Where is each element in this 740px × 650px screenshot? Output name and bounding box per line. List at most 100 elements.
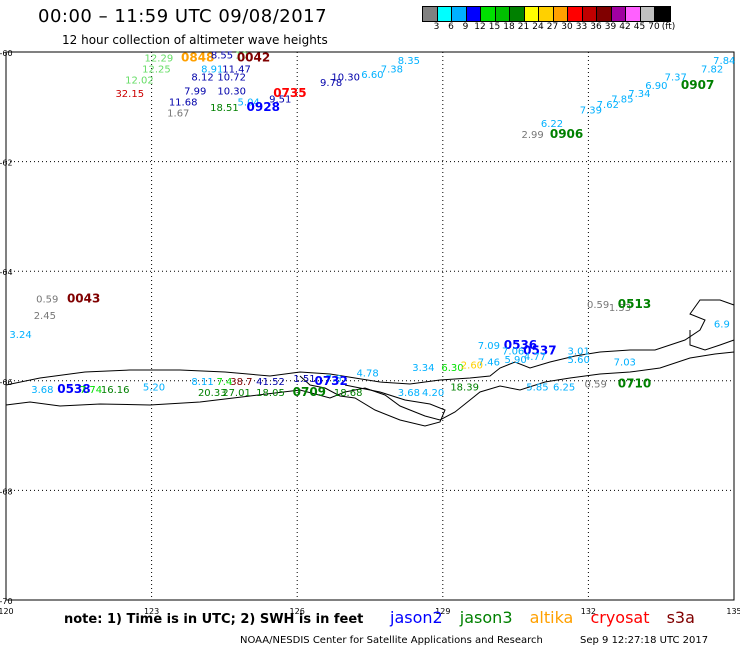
wave-height-value: 20.33 [198, 388, 227, 399]
pass-time-label: 0906 [550, 127, 583, 141]
wave-height-value: 7.03 [614, 358, 636, 369]
x-tick-label: 123 [144, 607, 159, 616]
wave-height-value: 38.7 [230, 377, 252, 388]
scale-swatch [524, 7, 539, 21]
scale-label: 70 [648, 22, 660, 32]
wave-height-value: 6.90 [645, 81, 667, 92]
wave-height-value: 41.52 [256, 377, 285, 388]
page-title: 00:00 – 11:59 UTC 09/08/2017 [38, 6, 328, 27]
wave-height-value: 9.51 [269, 95, 291, 106]
scale-label: 21 [517, 22, 530, 32]
credit-line: NOAA/NESDIS Center for Satellite Applica… [240, 635, 543, 646]
wave-height-value: 2.60 [461, 360, 483, 371]
pass-time-label: 0513 [618, 297, 651, 311]
scale-swatch [553, 7, 568, 21]
sat-jason3: jason3 [459, 608, 513, 627]
wave-height-value: 6.60 [361, 70, 383, 81]
wave-height-value: 12.29 [145, 53, 174, 64]
x-tick-label: 132 [581, 607, 596, 616]
wave-height-value: 0.59 [36, 295, 58, 306]
scale-label: 27 [546, 22, 559, 32]
wave-height-value: 3.01 [568, 347, 590, 358]
wave-height-value: 0.59 [585, 380, 607, 391]
scale-label: 3 [433, 22, 440, 32]
wave-height-value: 11.47 [222, 64, 251, 75]
y-tick-label: -66 [0, 378, 13, 387]
satellite-legend: jason2 jason3 altika cryosat s3a [390, 608, 707, 627]
scale-swatch [437, 7, 452, 21]
wave-height-value: 7.09 [478, 341, 500, 352]
wave-height-value: 10.72 [217, 73, 246, 84]
pass-time-label: 0537 [523, 344, 556, 358]
wave-height-value: 3.24 [9, 330, 31, 341]
wave-height-value: 5.60 [568, 355, 590, 366]
pass-time-label: 0732 [314, 374, 347, 388]
wave-height-value: 5.85 [526, 382, 548, 393]
y-tick-label: -70 [0, 597, 13, 606]
scale-swatch [495, 7, 510, 21]
wave-height-value: 5.90 [504, 355, 526, 366]
wave-height-value: 18.68 [334, 388, 363, 399]
scale-label: 24 [532, 22, 544, 32]
y-tick-label: -62 [0, 159, 13, 168]
wave-height-value: 3.68 [398, 388, 420, 399]
scale-label: 36 [590, 22, 602, 32]
sat-cryosat: cryosat [590, 608, 650, 627]
wave-height-value: 2.45 [34, 311, 56, 322]
wave-height-value: 7.62 [597, 100, 619, 111]
scale-swatch [452, 7, 467, 21]
pass-time-label: 0735 [273, 86, 306, 100]
scale-label: 30 [561, 22, 573, 32]
y-tick-label: -68 [0, 487, 13, 496]
scale-swatch [655, 7, 670, 21]
scale-swatch [597, 7, 612, 21]
sat-altika: altika [529, 608, 574, 627]
pass-time-label: 0709 [293, 385, 326, 399]
scale-label: 39 [604, 22, 617, 32]
scale-swatch [539, 7, 554, 21]
scale-label: 12 [474, 22, 486, 32]
scale-label: 42 [619, 22, 631, 32]
wave-height-value: 18.05 [256, 388, 285, 399]
wave-height-value: 8.91 [201, 64, 223, 75]
wave-height-value: 12.02 [125, 75, 154, 86]
wave-height-value: 1.67 [167, 108, 189, 119]
scale-swatch [626, 7, 641, 21]
wave-height-value: 3.68 [31, 385, 53, 396]
pass-time-label: 0928 [247, 100, 280, 114]
wave-height-value: 8.11 [191, 377, 213, 388]
wave-height-value: 16.16 [101, 385, 130, 396]
pass-time-label: 0907 [681, 78, 714, 92]
footer-note: note: 1) Time is in UTC; 2) SWH is in fe… [64, 612, 364, 627]
wave-height-value: 4.20 [422, 388, 444, 399]
wave-height-value: 0.59 [587, 300, 609, 311]
pass-time-label: 0043 [67, 292, 100, 306]
coastline-inlet [5, 351, 735, 421]
scale-swatch [510, 7, 525, 21]
wave-height-value: 1.51 [293, 374, 315, 385]
wave-height-value: 12.25 [142, 64, 171, 75]
pass-time-label: 0538 [57, 382, 90, 396]
wave-height-value: 6.9 [714, 319, 730, 330]
pass-time-label: 0042 [237, 50, 270, 64]
wave-height-value: 7.99 [184, 86, 206, 97]
wave-height-value: 27.01 [222, 388, 251, 399]
y-tick-label: -64 [0, 268, 13, 277]
wave-height-value: 11.68 [169, 97, 198, 108]
x-tick-label: 129 [435, 607, 450, 616]
scale-label: 15 [488, 22, 501, 32]
scale-label: 6 [448, 22, 454, 32]
scale-label: 18 [503, 22, 515, 32]
wave-height-value: 7.82 [701, 64, 723, 75]
wave-height-value: 7.85 [611, 95, 633, 106]
wave-height-value: 4.78 [356, 369, 378, 380]
wave-height-value: 32.15 [115, 89, 144, 100]
wave-height-value: 5.04 [238, 97, 260, 108]
wave-height-value: 10.30 [331, 73, 360, 84]
scale-swatch [466, 7, 481, 21]
wave-height-value: 7.74 [80, 385, 102, 396]
wave-height-value: 7.39 [580, 106, 602, 117]
wave-height-value: 6.25 [553, 382, 575, 393]
